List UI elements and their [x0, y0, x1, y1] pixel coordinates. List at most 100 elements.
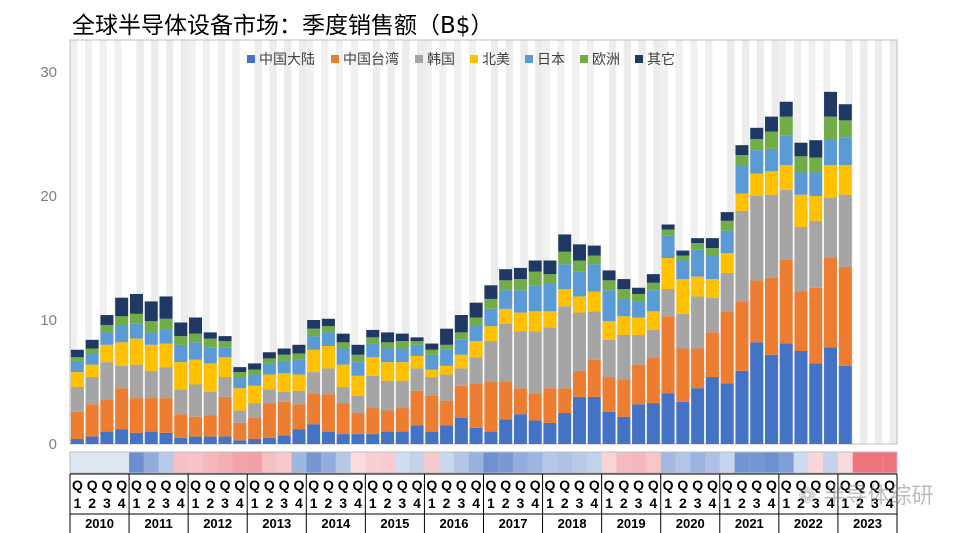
bar-segment: [632, 287, 646, 294]
bar-segment: [336, 386, 350, 404]
bar-segment: [277, 360, 291, 374]
quarter-number: 3: [339, 495, 347, 511]
bar-segment: [277, 354, 291, 361]
quarter-band: [121, 40, 130, 444]
quarter-number: 3: [398, 495, 406, 511]
quarter-band: [136, 40, 144, 444]
quarter-number: 2: [147, 495, 155, 511]
bar-segment: [543, 327, 557, 389]
bar-segment: [646, 311, 660, 330]
bar-segment: [838, 194, 852, 267]
heat-cell: [188, 452, 203, 473]
bar-segment: [513, 312, 527, 332]
bar-segment: [248, 403, 262, 418]
bar-segment: [159, 367, 173, 399]
heat-cell: [808, 452, 824, 473]
year-band: [70, 40, 78, 444]
bar-segment: [395, 333, 409, 342]
heat-cell: [129, 452, 144, 473]
bar-segment: [558, 413, 572, 444]
quarter-label: Q: [825, 477, 836, 493]
bar-segment: [735, 155, 749, 165]
bar-segment: [307, 336, 321, 350]
y-tick-label: 30: [40, 64, 57, 81]
heat-cell: [143, 452, 159, 473]
year-label: 2021: [735, 516, 764, 531]
year-label: 2020: [676, 516, 705, 531]
quarter-band: [225, 40, 233, 444]
year-band: [202, 40, 211, 444]
bar-segment: [174, 437, 188, 444]
bar-segment: [602, 290, 616, 322]
bar-segment: [558, 234, 572, 252]
quarter-label: Q: [308, 477, 319, 493]
bar-segment: [233, 440, 247, 444]
bar-segment: [705, 279, 719, 298]
year-band: [424, 40, 432, 444]
bar-segment: [779, 165, 793, 190]
quarter-band: [343, 40, 351, 444]
quarter-label: Q: [72, 477, 83, 493]
bar-segment: [720, 212, 734, 221]
bar-segment: [543, 284, 557, 312]
bar-segment: [307, 328, 321, 337]
bar-segment: [735, 165, 749, 194]
quarter-number: 1: [310, 495, 318, 511]
bar-segment: [129, 293, 143, 314]
bar-segment: [646, 274, 660, 283]
bar-segment: [794, 142, 808, 157]
heat-cell: [321, 452, 336, 473]
bar-segment: [410, 390, 424, 426]
bar-segment: [661, 224, 675, 230]
bar-segment: [351, 413, 365, 435]
quarter-label: Q: [87, 477, 98, 493]
bar-segment: [262, 437, 276, 444]
heat-cell: [173, 452, 189, 473]
bar-segment: [115, 429, 129, 444]
heat-cell: [719, 452, 735, 473]
bar-segment: [321, 326, 335, 333]
bar-segment: [602, 339, 616, 378]
quarter-number: 1: [192, 495, 200, 511]
quarter-band: [210, 40, 218, 444]
bar-segment: [144, 332, 158, 345]
bar-segment: [528, 260, 542, 272]
quarter-band: [180, 40, 189, 444]
bar-segment: [395, 408, 409, 432]
bar-segment: [676, 313, 690, 349]
bar-segment: [85, 339, 99, 349]
bar-segment: [115, 316, 129, 325]
quarter-band: [520, 40, 528, 444]
quarter-number: 1: [251, 495, 259, 511]
bar-segment: [794, 351, 808, 444]
bar-segment: [764, 354, 778, 444]
bar-segment: [218, 347, 232, 358]
quarter-band: [239, 40, 248, 444]
bar-segment: [646, 290, 660, 312]
quarter-number: 3: [457, 495, 465, 511]
quarter-band: [313, 40, 322, 444]
bar-segment: [454, 339, 468, 355]
quarter-band: [387, 40, 395, 444]
bar-segment: [218, 357, 232, 378]
quarter-number: 4: [354, 495, 362, 511]
bar-segment: [85, 436, 99, 444]
bar-segment: [824, 197, 838, 258]
bar-segment: [838, 266, 852, 366]
bar-segment: [794, 227, 808, 292]
quarter-band: [594, 40, 602, 444]
bar-segment: [779, 259, 793, 344]
bar-segment: [632, 364, 646, 405]
year-band: [542, 40, 550, 444]
quarter-band: [505, 40, 514, 444]
bar-segment: [750, 150, 764, 174]
year-band: [675, 40, 683, 444]
bar-segment: [218, 396, 232, 437]
quarter-label: Q: [412, 477, 423, 493]
bar-segment: [499, 323, 513, 382]
heat-cell: [498, 452, 514, 473]
bar-segment: [189, 416, 203, 437]
bar-segment: [499, 280, 513, 291]
bar-segment: [381, 431, 395, 444]
bar-segment: [824, 91, 838, 117]
